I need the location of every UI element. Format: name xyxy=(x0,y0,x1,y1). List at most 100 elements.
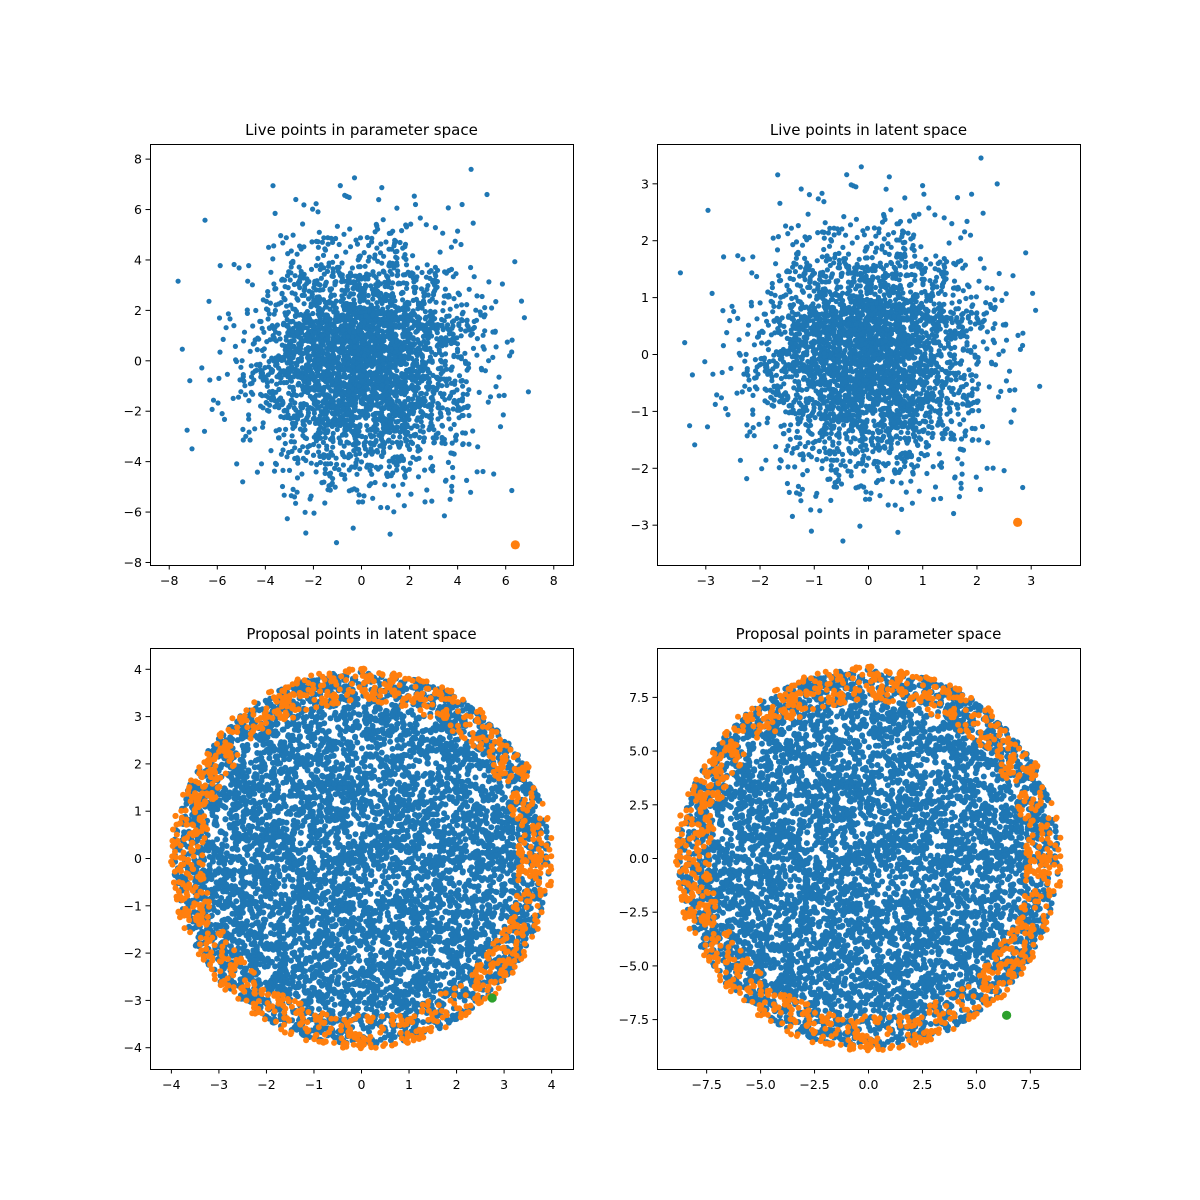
data-point xyxy=(284,454,290,460)
data-point xyxy=(448,340,454,347)
data-point xyxy=(371,375,377,382)
data-point xyxy=(903,259,909,265)
data-point xyxy=(434,376,440,382)
data-point xyxy=(386,405,392,411)
data-point xyxy=(307,363,313,369)
data-point xyxy=(431,427,437,433)
data-point xyxy=(293,308,299,314)
data-point xyxy=(371,305,377,311)
data-point xyxy=(270,183,276,189)
data-point xyxy=(262,365,268,371)
data-point xyxy=(332,484,338,490)
data-point xyxy=(460,391,466,397)
data-point xyxy=(316,323,322,329)
data-point xyxy=(412,392,418,398)
data-point xyxy=(375,378,381,384)
data-point xyxy=(442,340,448,346)
data-point xyxy=(345,287,351,293)
data-point xyxy=(370,495,376,501)
data-point xyxy=(360,395,366,402)
data-point xyxy=(392,237,398,243)
data-point xyxy=(310,310,316,317)
data-point xyxy=(333,305,339,311)
data-point xyxy=(486,358,492,364)
data-point xyxy=(295,460,301,466)
data-point xyxy=(385,348,391,354)
data-point xyxy=(273,302,279,308)
data-point xyxy=(390,312,397,318)
data-point xyxy=(334,334,340,340)
data-point xyxy=(299,329,305,335)
data-point xyxy=(313,263,319,269)
data-point xyxy=(437,249,443,255)
data-point xyxy=(518,298,525,304)
data-point xyxy=(440,230,446,236)
data-point xyxy=(407,460,413,466)
data-point xyxy=(285,412,291,418)
data-point xyxy=(413,296,419,302)
data-point xyxy=(399,379,405,385)
data-point xyxy=(366,272,372,278)
data-point xyxy=(482,305,488,311)
data-point xyxy=(412,319,418,325)
data-point xyxy=(285,324,291,330)
data-point xyxy=(189,446,195,452)
data-point xyxy=(426,346,432,352)
data-point xyxy=(521,315,528,321)
data-point xyxy=(429,296,435,302)
data-point xyxy=(257,367,264,373)
data-point xyxy=(979,423,986,430)
data-point xyxy=(428,317,434,323)
data-point xyxy=(451,421,457,428)
highlight-point xyxy=(510,540,520,550)
data-point xyxy=(330,328,337,334)
data-point xyxy=(369,239,375,245)
data-point xyxy=(310,441,317,448)
data-point xyxy=(968,326,974,332)
data-point xyxy=(285,351,291,357)
data-point xyxy=(868,436,874,442)
data-point xyxy=(295,382,301,388)
data-point xyxy=(330,430,336,436)
data-point xyxy=(247,437,253,443)
data-point xyxy=(814,456,820,463)
data-point xyxy=(324,446,330,452)
data-point xyxy=(905,430,911,436)
data-point xyxy=(448,244,454,250)
data-point xyxy=(175,278,181,284)
data-point xyxy=(364,234,370,241)
data-point xyxy=(402,355,408,361)
data-point xyxy=(292,400,298,406)
data-point xyxy=(464,391,470,397)
data-point xyxy=(392,249,398,255)
data-point xyxy=(332,317,338,323)
data-point xyxy=(325,418,331,424)
data-point xyxy=(264,407,270,413)
data-point xyxy=(330,476,336,482)
data-point xyxy=(981,265,987,271)
data-point xyxy=(455,349,461,355)
data-point xyxy=(822,292,828,298)
data-point xyxy=(333,422,339,428)
x-tick-label: −2 xyxy=(304,573,322,588)
data-point xyxy=(720,343,727,349)
data-point xyxy=(291,413,297,419)
data-point xyxy=(341,231,347,237)
data-point xyxy=(305,406,311,413)
data-point xyxy=(439,434,445,441)
data-point xyxy=(278,395,284,401)
data-point xyxy=(807,284,813,290)
data-point xyxy=(930,464,936,470)
data-point xyxy=(466,387,472,393)
data-point xyxy=(455,228,461,234)
data-point xyxy=(864,447,870,453)
data-point xyxy=(863,489,869,495)
data-point xyxy=(497,424,504,430)
data-point xyxy=(364,358,370,364)
data-point xyxy=(336,398,342,404)
data-point xyxy=(451,389,457,395)
data-point xyxy=(786,427,792,433)
data-point xyxy=(394,385,400,391)
data-point xyxy=(250,323,256,329)
data-point xyxy=(202,217,208,223)
